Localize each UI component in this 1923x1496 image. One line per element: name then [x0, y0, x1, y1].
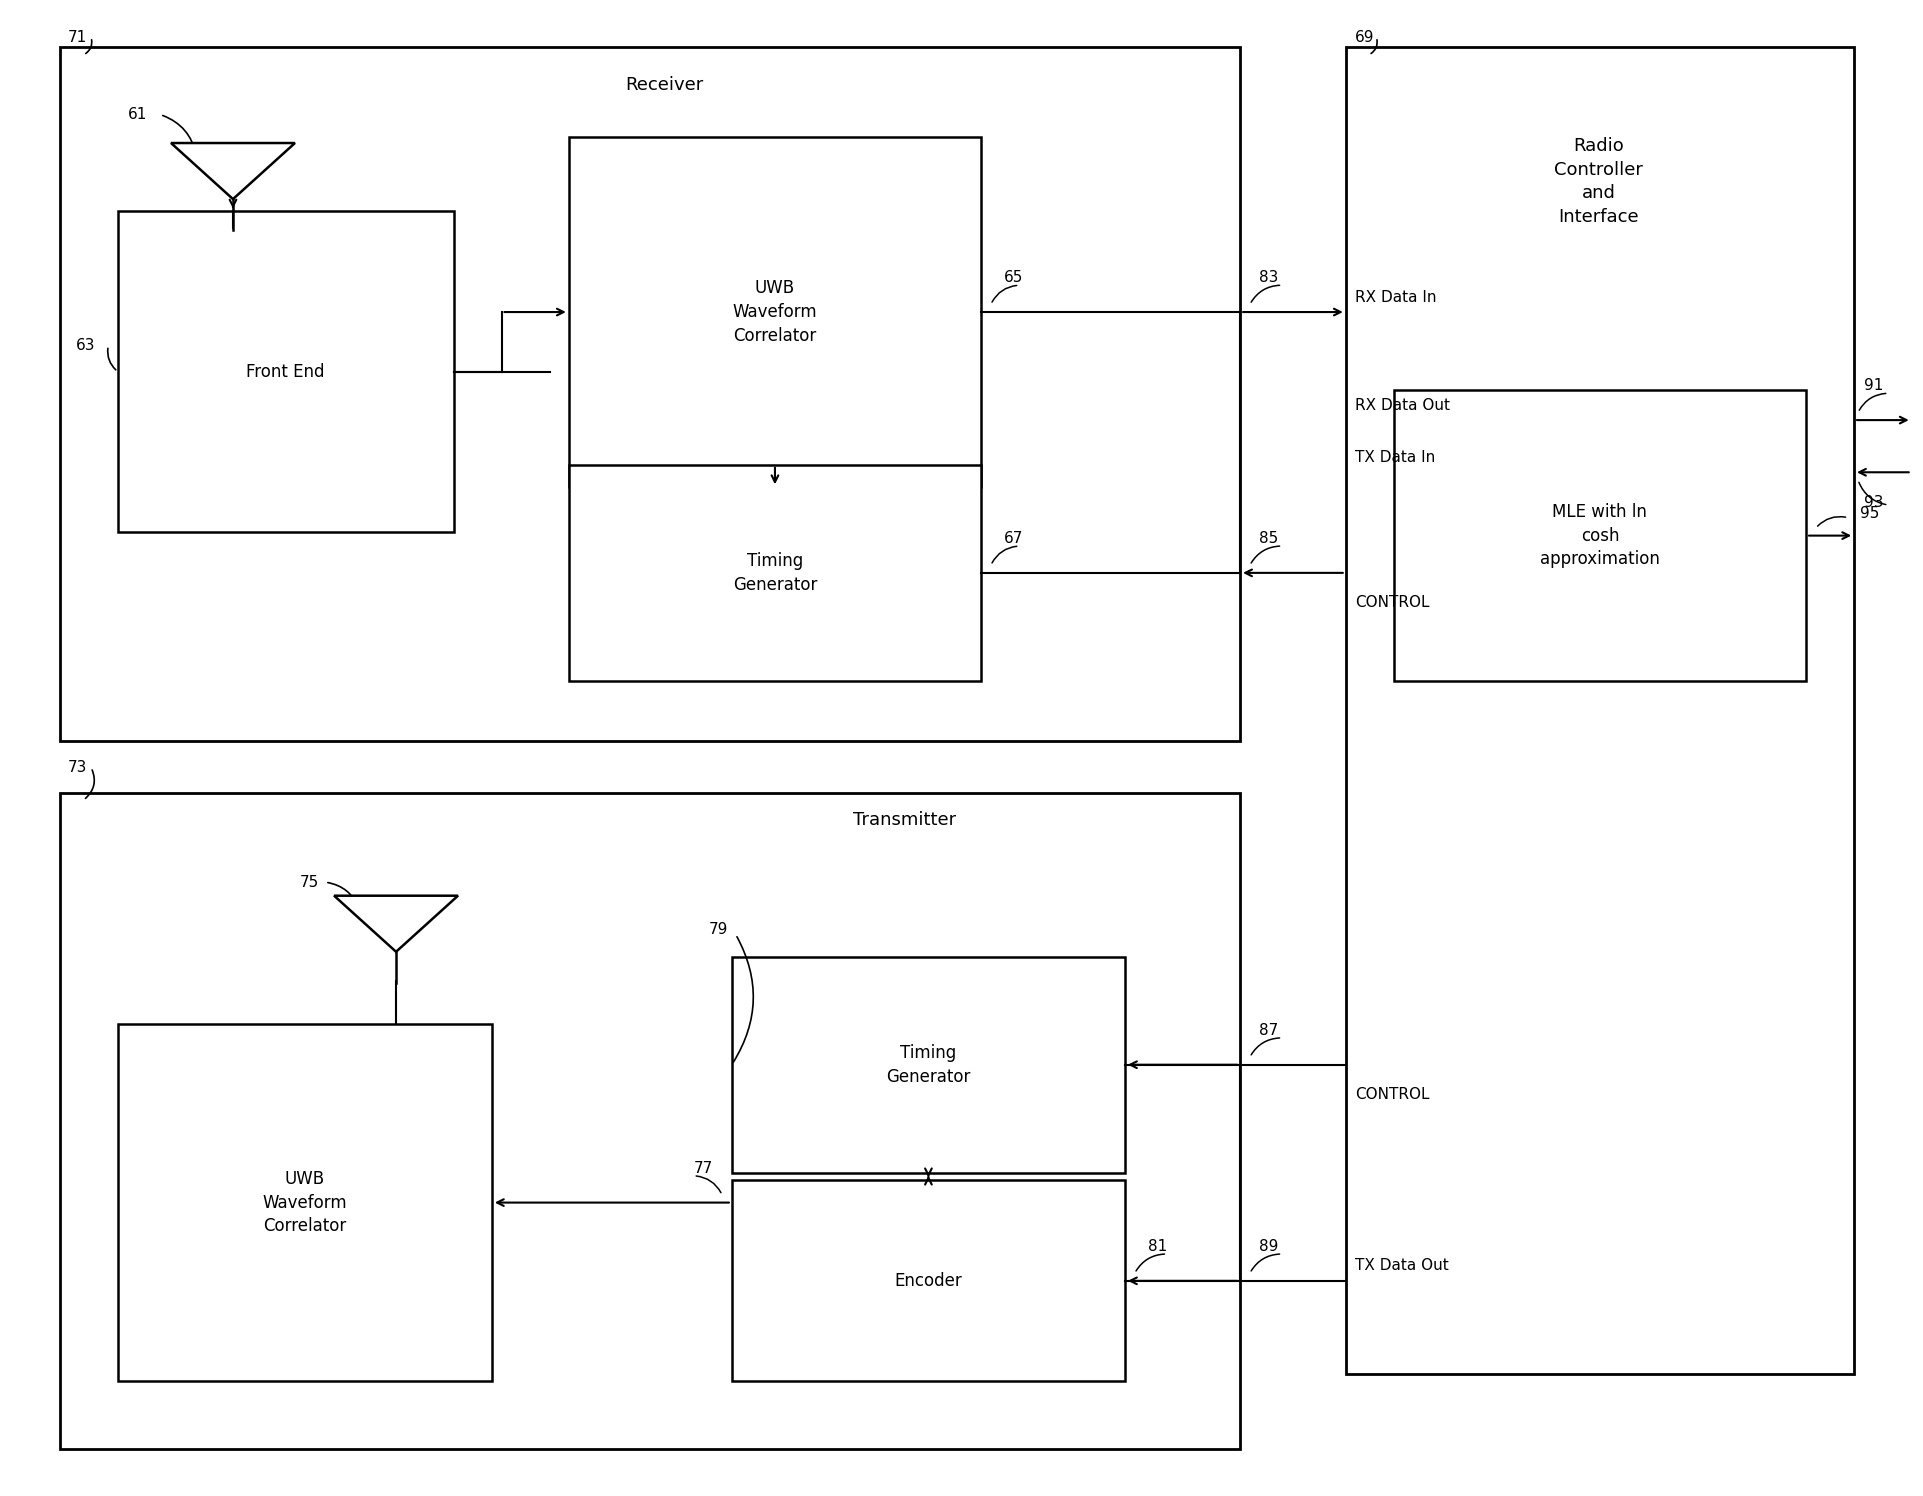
- Text: UWB
Waveform
Correlator: UWB Waveform Correlator: [262, 1170, 346, 1236]
- Polygon shape: [171, 144, 294, 199]
- Bar: [569, 465, 981, 681]
- Text: 89: 89: [1260, 1239, 1279, 1254]
- Polygon shape: [335, 896, 458, 951]
- Text: 67: 67: [1004, 531, 1023, 546]
- Text: TX Data Out: TX Data Out: [1354, 1258, 1448, 1273]
- Text: 83: 83: [1260, 271, 1279, 286]
- Bar: [1344, 48, 1854, 1373]
- Bar: [731, 1180, 1125, 1381]
- Bar: [117, 1023, 492, 1381]
- Bar: [1392, 390, 1806, 681]
- Text: Encoder: Encoder: [894, 1272, 962, 1290]
- Text: RX Data Out: RX Data Out: [1354, 398, 1450, 413]
- Text: UWB
Waveform
Correlator: UWB Waveform Correlator: [733, 280, 817, 344]
- Text: 63: 63: [75, 338, 94, 353]
- Text: 79: 79: [708, 923, 727, 938]
- Text: CONTROL: CONTROL: [1354, 595, 1429, 610]
- Bar: [569, 138, 981, 488]
- Text: Radio
Controller
and
Interface: Radio Controller and Interface: [1554, 138, 1642, 226]
- Text: 81: 81: [1148, 1239, 1167, 1254]
- Bar: [60, 793, 1240, 1448]
- Text: RX Data In: RX Data In: [1354, 290, 1436, 305]
- Text: 85: 85: [1260, 531, 1279, 546]
- Text: 65: 65: [1004, 271, 1023, 286]
- Text: 77: 77: [692, 1161, 712, 1176]
- Text: 61: 61: [127, 108, 146, 123]
- Text: 87: 87: [1260, 1023, 1279, 1038]
- Text: 69: 69: [1354, 30, 1375, 45]
- Text: 71: 71: [67, 30, 87, 45]
- Bar: [117, 211, 454, 533]
- Text: Timing
Generator: Timing Generator: [887, 1044, 969, 1086]
- Text: CONTROL: CONTROL: [1354, 1088, 1429, 1103]
- Text: 91: 91: [1863, 378, 1883, 393]
- Bar: [60, 48, 1240, 741]
- Text: 73: 73: [67, 760, 87, 775]
- Text: TX Data In: TX Data In: [1354, 450, 1435, 465]
- Text: Transmitter: Transmitter: [852, 811, 956, 829]
- Bar: [731, 956, 1125, 1173]
- Text: Receiver: Receiver: [625, 76, 704, 94]
- Text: 75: 75: [300, 875, 319, 890]
- Text: Timing
Generator: Timing Generator: [733, 552, 817, 594]
- Text: 93: 93: [1863, 495, 1883, 510]
- Text: MLE with ln
cosh
approximation: MLE with ln cosh approximation: [1538, 503, 1660, 568]
- Text: 95: 95: [1860, 506, 1879, 521]
- Text: Front End: Front End: [246, 362, 325, 380]
